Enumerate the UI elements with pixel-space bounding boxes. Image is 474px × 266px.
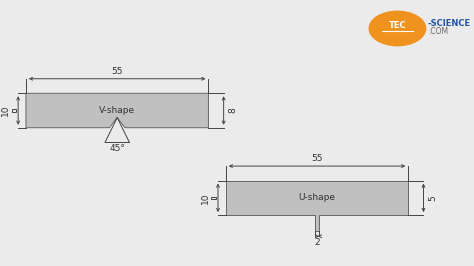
Polygon shape (226, 181, 408, 231)
Text: 55: 55 (311, 154, 323, 163)
Text: 45°: 45° (109, 144, 125, 153)
Text: 10: 10 (1, 105, 10, 116)
Text: 5: 5 (428, 195, 437, 201)
Bar (12, 109, 16, 112)
Text: 8: 8 (228, 108, 237, 113)
Text: TEC: TEC (389, 21, 406, 30)
Bar (211, 197, 216, 199)
Text: 2: 2 (314, 238, 320, 247)
Text: V-shape: V-shape (99, 106, 135, 115)
Text: 55: 55 (111, 66, 123, 76)
Polygon shape (26, 93, 209, 128)
Text: .COM: .COM (428, 27, 448, 36)
Text: 10: 10 (201, 192, 210, 203)
Text: -SCIENCE: -SCIENCE (428, 19, 471, 28)
Text: U-shape: U-shape (299, 193, 336, 202)
Circle shape (369, 11, 426, 46)
